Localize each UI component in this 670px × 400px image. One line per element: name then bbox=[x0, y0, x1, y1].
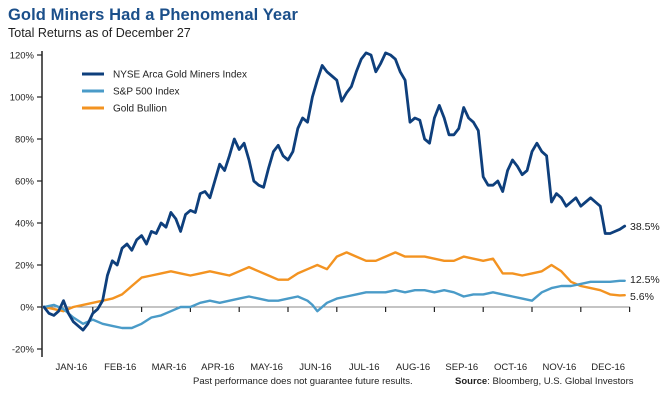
series-line-gold-bullion bbox=[42, 251, 626, 313]
series-line-s-p-500-index bbox=[42, 279, 626, 330]
x-tick-label: APR-16 bbox=[201, 362, 234, 373]
end-value-label: 38.5% bbox=[630, 221, 660, 233]
x-tick-label: MAY-16 bbox=[250, 362, 283, 373]
y-tick-label: 40% bbox=[15, 219, 35, 230]
y-tick-label: -20% bbox=[12, 345, 35, 356]
source-note: Source: Bloomberg, U.S. Global Investors bbox=[455, 376, 633, 387]
source-text: : Bloomberg, U.S. Global Investors bbox=[487, 376, 634, 387]
legend-label: Gold Bullion bbox=[113, 104, 167, 115]
y-tick-label: 0% bbox=[20, 303, 34, 314]
legend-label: S&P 500 Index bbox=[113, 87, 180, 98]
x-tick-label: DEC-16 bbox=[591, 362, 625, 373]
axes: -20% 0% 20% 40% 60% 80% 100% 120% JAN-16 FEB-16 MA… bbox=[10, 51, 631, 373]
chart-subtitle: Total Returns as of December 27 bbox=[8, 26, 191, 40]
end-value-label: 12.5% bbox=[630, 274, 660, 286]
y-tick-label: 60% bbox=[15, 177, 35, 188]
x-tick-label: MAR-16 bbox=[152, 362, 187, 373]
series-line-nyse-arca-gold-miners-index bbox=[42, 51, 627, 332]
x-tick-label: OCT-16 bbox=[494, 362, 527, 373]
legend: NYSE Arca Gold Miners Index S&P 500 Index… bbox=[82, 70, 247, 115]
source-label: Source bbox=[455, 376, 488, 387]
end-value-label: 5.6% bbox=[630, 291, 654, 303]
x-tick-label: JUN-16 bbox=[299, 362, 331, 373]
y-tick-label: 120% bbox=[10, 51, 35, 62]
legend-label: NYSE Arca Gold Miners Index bbox=[113, 70, 247, 81]
y-tick-label: 20% bbox=[15, 261, 35, 272]
end-labels: 38.5% 12.5% 5.6% bbox=[630, 221, 660, 303]
y-tick-label: 80% bbox=[15, 135, 35, 146]
chart-title: Gold Miners Had a Phenomenal Year bbox=[8, 6, 299, 24]
series-lines bbox=[42, 51, 627, 332]
x-tick-label: JAN-16 bbox=[56, 362, 88, 373]
x-tick-label: AUG-16 bbox=[396, 362, 430, 373]
x-tick-label: FEB-16 bbox=[104, 362, 136, 373]
y-tick-label: 100% bbox=[10, 93, 35, 104]
x-tick-label: SEP-16 bbox=[445, 362, 478, 373]
x-tick-label: JUL-16 bbox=[349, 362, 380, 373]
disclaimer-note: Past performance does not guarantee futu… bbox=[193, 376, 413, 387]
x-tick-label: NOV-16 bbox=[543, 362, 577, 373]
